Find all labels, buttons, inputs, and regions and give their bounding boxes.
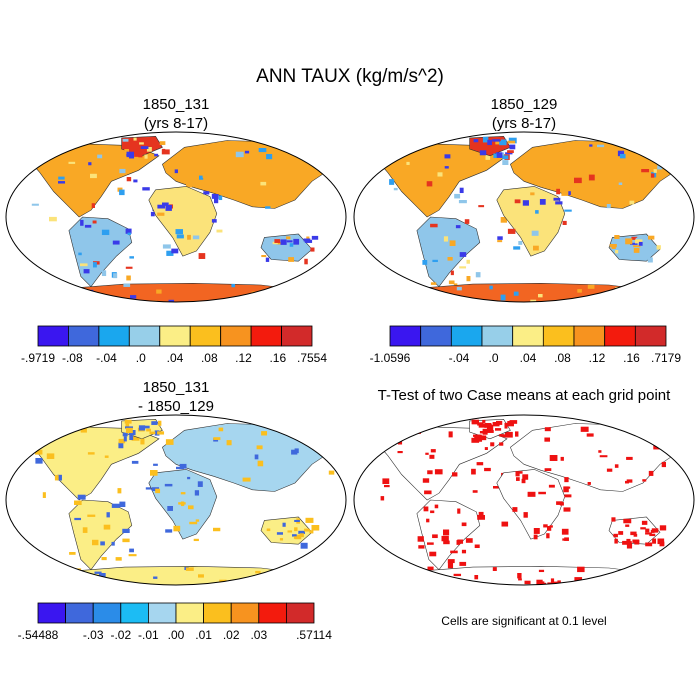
colorbar-box xyxy=(98,325,130,347)
significance-note: Cells are significant at 0.1 level xyxy=(441,614,606,628)
colorbar-box xyxy=(92,602,122,624)
colorbar-label: -.03 xyxy=(83,628,104,642)
colorbar-box xyxy=(573,325,606,347)
continent-antarctica xyxy=(46,282,303,302)
continent-africa xyxy=(496,469,566,540)
colorbar: -1.0596 -.04 .0 .04 .08 .12 .16 .7179 xyxy=(370,325,681,365)
continent-antarctica xyxy=(394,282,651,302)
colorbar-box xyxy=(281,325,313,347)
colorbar-label: .0 xyxy=(136,351,146,365)
colorbar-box xyxy=(481,325,514,347)
colorbar-label: .7554 xyxy=(297,351,327,365)
colorbar-label: .04 xyxy=(520,351,537,365)
colorbar-label: .00 xyxy=(168,628,185,642)
colorbar: -.9719 -.08 -.04 .0 .04 .08 .12 .16 .7554 xyxy=(21,325,327,365)
colorbar-box xyxy=(147,602,177,624)
colorbar-box xyxy=(220,325,252,347)
colorbar-box xyxy=(512,325,544,347)
colorbar-label: .12 xyxy=(589,351,606,365)
colorbar-label: .16 xyxy=(269,351,286,365)
colorbar-label: .08 xyxy=(554,351,571,365)
continent-africa xyxy=(496,186,566,257)
colorbar-label: -.54488 xyxy=(18,628,59,642)
colorbar-box xyxy=(65,602,94,624)
figure-title: ANN TAUX (kg/m/s^2) xyxy=(256,66,444,87)
colorbar-label: .08 xyxy=(201,351,218,365)
panel-title-line2: (yrs 8-17) xyxy=(144,115,208,132)
panel-title-line1: 1850_131 xyxy=(143,96,210,113)
colorbar-label: -.01 xyxy=(138,628,159,642)
colorbar-box xyxy=(389,325,422,347)
colorbar-box xyxy=(542,325,575,347)
panel-title-line1: 1850_129 xyxy=(491,96,558,113)
colorbar: -.54488 -.03 -.02 -.01 .00 .01 .02 .03 .57114 xyxy=(18,602,332,642)
world-map xyxy=(353,414,695,586)
world-map xyxy=(5,131,347,303)
panel-title-line1: 1850_131 xyxy=(143,379,210,396)
colorbar-label: -.08 xyxy=(62,351,83,365)
colorbar-box xyxy=(37,602,67,624)
colorbar-box xyxy=(120,602,149,624)
colorbar-box xyxy=(258,602,287,624)
panel-title-line2: (yrs 8-17) xyxy=(492,115,556,132)
colorbar-box xyxy=(159,325,191,347)
colorbar-label: -1.0596 xyxy=(370,351,411,365)
panel-diff: 1850_131 - 1850_129 -.54488 -.03 -.02 -.01.… xyxy=(5,379,347,642)
colorbar-box xyxy=(450,325,483,347)
colorbar-box xyxy=(189,325,221,347)
continent-south-america xyxy=(68,499,133,571)
panel-case2: 1850_129 (yrs 8-17) -1.0596 -.04 .0 .04 .08.… xyxy=(353,96,695,365)
colorbar-label: .7179 xyxy=(651,351,681,365)
panel-case1: 1850_131 (yrs 8-17) -.9719 -.08 -.04 .0 .04.… xyxy=(5,96,347,365)
colorbar-box xyxy=(37,325,69,347)
colorbar-label: -.02 xyxy=(110,628,131,642)
colorbar-box xyxy=(634,325,667,347)
continent-africa xyxy=(148,186,218,257)
panel-title-line2: - 1850_129 xyxy=(138,398,214,415)
colorbar-label: .12 xyxy=(235,351,252,365)
colorbar-label: .04 xyxy=(167,351,184,365)
colorbar-box xyxy=(285,602,315,624)
colorbar-box xyxy=(250,325,282,347)
panel-ttest: T-Test of two Case means at each grid po… xyxy=(353,387,695,628)
continent-south-america xyxy=(416,216,481,288)
colorbar-box xyxy=(175,602,205,624)
colorbar-label: .57114 xyxy=(296,628,332,642)
colorbar-label: .16 xyxy=(623,351,640,365)
continent-south-america xyxy=(68,216,133,288)
colorbar-label: .0 xyxy=(488,351,498,365)
continent-australia xyxy=(608,233,661,262)
continent-antarctica xyxy=(45,565,303,585)
colorbar-box xyxy=(604,325,636,347)
continent-australia xyxy=(260,233,313,262)
colorbar-label: .03 xyxy=(250,628,267,642)
colorbar-box xyxy=(230,602,260,624)
panel-title: T-Test of two Case means at each grid po… xyxy=(378,387,671,404)
colorbar-label: .01 xyxy=(195,628,212,642)
colorbar-label: -.04 xyxy=(449,351,470,365)
colorbar-box xyxy=(203,602,232,624)
colorbar-label: -.04 xyxy=(96,351,117,365)
colorbar-label: .02 xyxy=(223,628,240,642)
colorbar-box xyxy=(68,325,100,347)
colorbar-box xyxy=(128,325,161,347)
world-map xyxy=(353,131,695,303)
colorbar-label: -.9719 xyxy=(21,351,55,365)
colorbar-box xyxy=(420,325,452,347)
world-map xyxy=(5,414,347,586)
